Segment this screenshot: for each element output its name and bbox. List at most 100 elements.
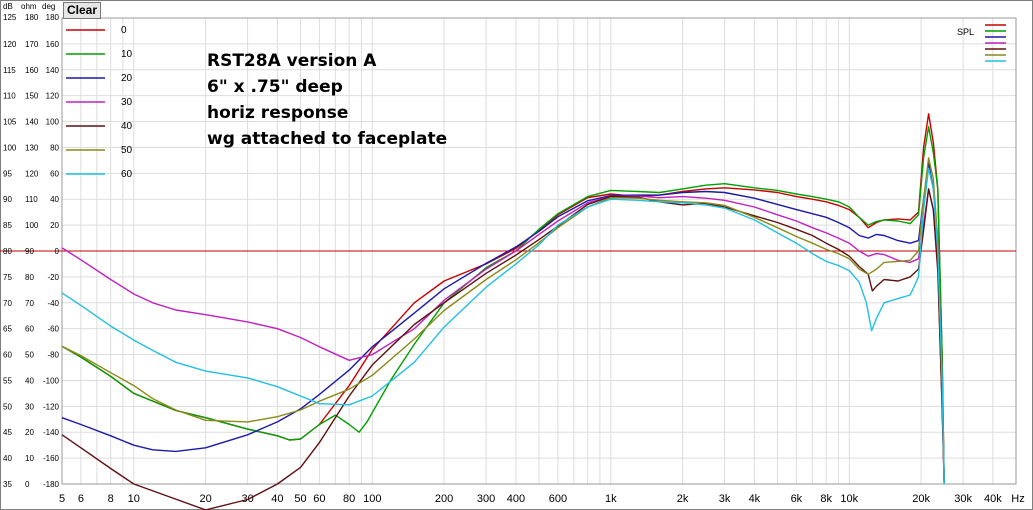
x-tick-label: 10k — [840, 493, 858, 505]
y-tick-db: 40 — [3, 454, 12, 463]
x-tick-label: 4k — [749, 493, 761, 505]
y-tick-ohm: 40 — [25, 376, 34, 385]
y-tick-deg: -180 — [43, 480, 60, 489]
spl-legend: SPL — [957, 24, 1006, 62]
legend-label-30: 30 — [121, 97, 133, 108]
y-tick-deg: -160 — [43, 454, 60, 463]
x-unit-label: Hz — [1011, 493, 1024, 505]
y-tick-db: 35 — [3, 480, 12, 489]
y-tick-ohm: 0 — [25, 480, 30, 489]
x-tick-label: 8 — [108, 493, 114, 505]
y-tick-db: 100 — [3, 143, 17, 152]
x-tick-label: 6 — [78, 493, 84, 505]
y-tick-db: 110 — [3, 92, 16, 101]
y-tick-ohm: 150 — [25, 92, 39, 101]
y-tick-db: 85 — [3, 221, 12, 230]
x-tick-label: 8k — [820, 493, 832, 505]
y-tick-deg: 80 — [50, 143, 59, 152]
y-tick-db: 125 — [3, 13, 17, 22]
x-tick-label: 80 — [343, 493, 355, 505]
x-tick-label: 40 — [271, 493, 283, 505]
series-line-10 — [61, 126, 945, 485]
x-tick-label: 2k — [677, 493, 689, 505]
y-tick-ohm: 20 — [25, 428, 34, 437]
x-tick-label: 100 — [363, 493, 381, 505]
y-tick-db: 45 — [3, 428, 12, 437]
series-line-20 — [61, 162, 945, 485]
y-tick-db: 90 — [3, 195, 12, 204]
y-tick-deg: -100 — [43, 376, 60, 385]
y-tick-db: 120 — [3, 40, 17, 49]
y-tick-ohm: 130 — [25, 143, 39, 152]
y-tick-deg: 100 — [46, 118, 60, 127]
y-tick-deg: 180 — [46, 13, 60, 22]
y-tick-ohm: 110 — [25, 195, 38, 204]
y-tick-deg: -40 — [47, 299, 59, 308]
y-tick-db: 60 — [3, 351, 12, 360]
y-tick-ohm: 140 — [25, 118, 39, 127]
y-tick-db: 50 — [3, 402, 12, 411]
series-line-50 — [61, 157, 945, 485]
x-tick-label: 600 — [549, 493, 567, 505]
x-axis-labels: 5 6 8 10 20 30 40 50 60 80 100 200 300 400 600 1k 2k 3k 4k… — [59, 493, 1025, 505]
y-tick-ohm: 160 — [25, 66, 39, 75]
y-tick-ohm: 80 — [25, 273, 34, 282]
x-tick-label: 300 — [477, 493, 495, 505]
x-tick-label: 5 — [59, 493, 65, 505]
annotation-line: 6" x .75" deep — [207, 77, 343, 97]
y-tick-ohm: 90 — [25, 247, 34, 256]
x-tick-label: 50 — [294, 493, 306, 505]
series-layer — [61, 113, 945, 510]
y-tick-ohm: 70 — [25, 299, 34, 308]
y-tick-db: 55 — [3, 376, 12, 385]
x-tick-label: 200 — [435, 493, 453, 505]
x-tick-label: 10 — [128, 493, 140, 505]
x-tick-label: 20 — [199, 493, 211, 505]
legend-label-20: 20 — [121, 73, 133, 84]
legend-label-10: 10 — [121, 49, 133, 60]
y-tick-db: 105 — [3, 118, 17, 127]
y-header-deg: deg — [42, 2, 55, 11]
y-tick-ohm: 100 — [25, 221, 39, 230]
y-tick-db: 65 — [3, 325, 12, 334]
annotation-line: wg attached to faceplate — [207, 129, 447, 149]
y-tick-deg: 120 — [46, 92, 60, 101]
legend-label-0: 0 — [121, 25, 127, 36]
series-line-60 — [61, 167, 945, 485]
y-tick-db: 75 — [3, 273, 12, 282]
y-tick-ohm: 180 — [25, 13, 39, 22]
legend: 0 10 20 30 40 50 60 — [66, 25, 133, 180]
y-tick-deg: 140 — [46, 66, 60, 75]
y-tick-ohm: 170 — [25, 40, 39, 49]
y-tick-ohm: 60 — [25, 325, 34, 334]
y-tick-deg: -120 — [43, 402, 60, 411]
y-header-db: dB — [3, 2, 13, 11]
x-tick-label: 60 — [313, 493, 325, 505]
y-tick-deg: -140 — [43, 428, 60, 437]
y-tick-ohm: 120 — [25, 169, 39, 178]
y-tick-deg: -20 — [47, 273, 59, 282]
y-tick-db: 95 — [3, 169, 12, 178]
legend-label-50: 50 — [121, 145, 133, 156]
y-tick-deg: -60 — [47, 325, 59, 334]
y-tick-deg: 0 — [55, 247, 60, 256]
y-tick-deg: -80 — [47, 351, 59, 360]
x-tick-label: 400 — [507, 493, 525, 505]
y-tick-ohm: 30 — [25, 402, 34, 411]
x-tick-label: 30k — [954, 493, 972, 505]
y-tick-deg: 40 — [50, 195, 59, 204]
x-tick-label: 3k — [719, 493, 731, 505]
clear-button[interactable]: Clear — [63, 2, 101, 19]
y-tick-db: 115 — [3, 66, 16, 75]
y-tick-deg: 160 — [46, 40, 60, 49]
y-axis-labels: dB ohm deg 125 180 180 120 170 160 115 160 140 110 15… — [3, 2, 60, 489]
x-tick-label: 40k — [984, 493, 1002, 505]
y-tick-ohm: 10 — [25, 454, 34, 463]
annotation-line: RST28A version A — [207, 51, 377, 71]
y-tick-db: 80 — [3, 247, 12, 256]
legend-label-60: 60 — [121, 169, 133, 180]
x-tick-label: 6k — [791, 493, 803, 505]
legend-label-40: 40 — [121, 121, 133, 132]
y-tick-deg: 60 — [50, 169, 59, 178]
